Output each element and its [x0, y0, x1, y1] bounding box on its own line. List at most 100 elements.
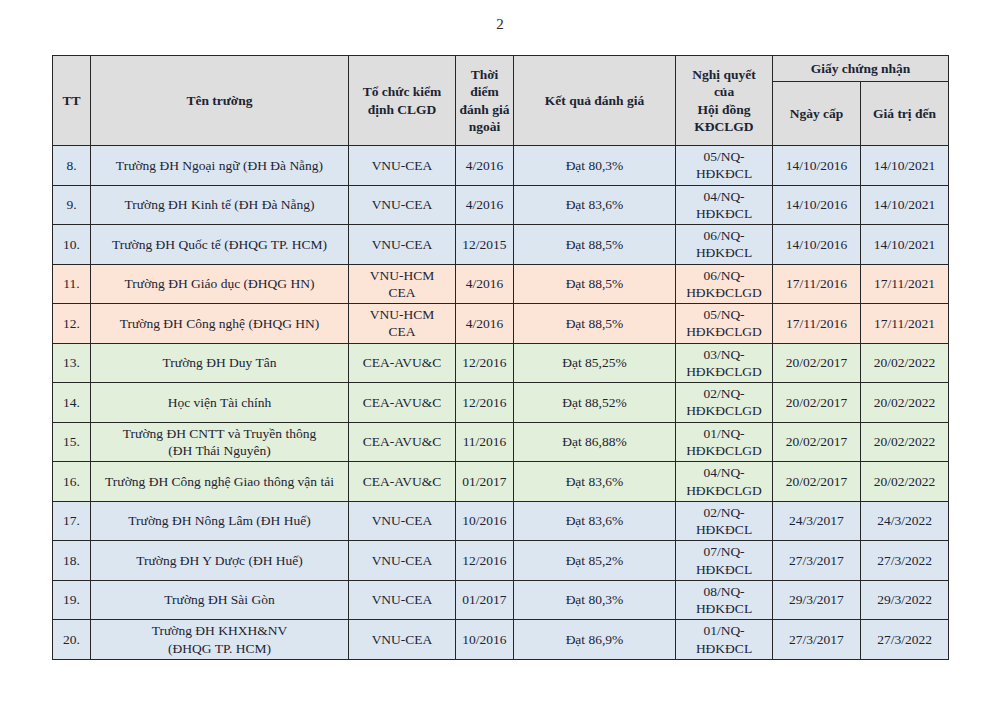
cell-org: CEA-AVU&C — [349, 422, 456, 462]
cell-name: Học viện Tài chính — [91, 383, 349, 423]
cell-tt: 9. — [53, 185, 91, 225]
cell-issue-date: 17/11/2016 — [773, 264, 861, 304]
cell-org: VNU-CEA — [349, 541, 456, 581]
cell-org: VNU-HCM CEA — [349, 264, 456, 304]
cell-name: Trường ĐH CNTT và Truyền thông (ĐH Thái … — [91, 422, 349, 462]
cell-name: Trường ĐH Y Dược (ĐH Huế) — [91, 541, 349, 581]
cell-resolution: 04/NQ- HĐKĐCL — [676, 185, 773, 225]
cell-tt: 10. — [53, 225, 91, 265]
cell-result: Đạt 83,6% — [514, 462, 676, 502]
cell-valid-until: 27/3/2022 — [861, 541, 949, 581]
cell-valid-until: 24/3/2022 — [861, 501, 949, 541]
cell-result: Đạt 88,52% — [514, 383, 676, 423]
table-row: 8.Trường ĐH Ngoại ngữ (ĐH Đà Nẵng)VNU-CE… — [53, 146, 949, 186]
cell-resolution: 05/NQ- HĐKĐCL — [676, 146, 773, 186]
table-body: 8.Trường ĐH Ngoại ngữ (ĐH Đà Nẵng)VNU-CE… — [53, 146, 949, 660]
cell-issue-date: 20/02/2017 — [773, 422, 861, 462]
cell-result: Đạt 86,9% — [514, 620, 676, 660]
table-row: 16.Trường ĐH Công nghệ Giao thông vận tả… — [53, 462, 949, 502]
table-row: 19.Trường ĐH Sài GònVNU-CEA01/2017Đạt 80… — [53, 580, 949, 620]
cell-org: CEA-AVU&C — [349, 383, 456, 423]
cell-org: CEA-AVU&C — [349, 462, 456, 502]
cell-issue-date: 14/10/2016 — [773, 185, 861, 225]
cell-tt: 15. — [53, 422, 91, 462]
cell-resolution: 04/NQ- HĐKĐCLGD — [676, 462, 773, 502]
cell-resolution: 03/NQ- HĐKĐCLGD — [676, 343, 773, 383]
cell-name: Trường ĐH Quốc tế (ĐHQG TP. HCM) — [91, 225, 349, 265]
cell-valid-until: 14/10/2021 — [861, 185, 949, 225]
cell-valid-until: 14/10/2021 — [861, 146, 949, 186]
cell-tt: 13. — [53, 343, 91, 383]
cell-result: Đạt 85,2% — [514, 541, 676, 581]
cell-time: 4/2016 — [456, 264, 514, 304]
cell-time: 12/2015 — [456, 225, 514, 265]
cell-issue-date: 20/02/2017 — [773, 462, 861, 502]
cell-name: Trường ĐH Giáo dục (ĐHQG HN) — [91, 264, 349, 304]
cell-tt: 11. — [53, 264, 91, 304]
cell-org: VNU-CEA — [349, 580, 456, 620]
cell-valid-until: 20/02/2022 — [861, 343, 949, 383]
cell-time: 10/2016 — [456, 620, 514, 660]
page-number: 2 — [0, 16, 1000, 33]
header-ten-truong: Tên trường — [91, 56, 349, 146]
cell-issue-date: 27/3/2017 — [773, 620, 861, 660]
header-gia-tri-den: Giá trị đến — [861, 82, 949, 146]
cell-name: Trường ĐH Công nghệ Giao thông vận tải — [91, 462, 349, 502]
cell-name: Trường ĐH Sài Gòn — [91, 580, 349, 620]
cell-result: Đạt 88,5% — [514, 264, 676, 304]
cell-org: VNU-CEA — [349, 225, 456, 265]
cell-issue-date: 14/10/2016 — [773, 225, 861, 265]
cell-result: Đạt 88,5% — [514, 225, 676, 265]
table-row: 20.Trường ĐH KHXH&NV (ĐHQG TP. HCM)VNU-C… — [53, 620, 949, 660]
header-ngay-cap: Ngày cấp — [773, 82, 861, 146]
cell-result: Đạt 80,3% — [514, 146, 676, 186]
table-row: 12.Trường ĐH Công nghệ (ĐHQG HN)VNU-HCM … — [53, 304, 949, 344]
cell-time: 01/2017 — [456, 580, 514, 620]
header-to-chuc-kiem-dinh: Tổ chức kiểm định CLGD — [349, 56, 456, 146]
header-ket-qua-danh-gia: Kết quả đánh giá — [514, 56, 676, 146]
cell-result: Đạt 80,3% — [514, 580, 676, 620]
cell-name: Trường ĐH Công nghệ (ĐHQG HN) — [91, 304, 349, 344]
cell-tt: 20. — [53, 620, 91, 660]
cell-tt: 16. — [53, 462, 91, 502]
cell-issue-date: 14/10/2016 — [773, 146, 861, 186]
header-thoi-diem-danh-gia: Thời điểm đánh giá ngoài — [456, 56, 514, 146]
cell-issue-date: 20/02/2017 — [773, 383, 861, 423]
cell-valid-until: 20/02/2022 — [861, 383, 949, 423]
cell-org: VNU-CEA — [349, 185, 456, 225]
cell-resolution: 06/NQ- HĐKĐCL — [676, 225, 773, 265]
cell-valid-until: 27/3/2022 — [861, 620, 949, 660]
cell-name: Trường ĐH Ngoại ngữ (ĐH Đà Nẵng) — [91, 146, 349, 186]
cell-name: Trường ĐH Nông Lâm (ĐH Huế) — [91, 501, 349, 541]
cell-time: 11/2016 — [456, 422, 514, 462]
cell-issue-date: 17/11/2016 — [773, 304, 861, 344]
table-row: 11.Trường ĐH Giáo dục (ĐHQG HN)VNU-HCM C… — [53, 264, 949, 304]
cell-issue-date: 27/3/2017 — [773, 541, 861, 581]
table-header: TT Tên trường Tổ chức kiểm định CLGD Thờ… — [53, 56, 949, 146]
cell-resolution: 06/NQ- HĐKĐCLGD — [676, 264, 773, 304]
cell-result: Đạt 83,6% — [514, 501, 676, 541]
cell-result: Đạt 88,5% — [514, 304, 676, 344]
cell-valid-until: 17/11/2021 — [861, 304, 949, 344]
cell-time: 01/2017 — [456, 462, 514, 502]
table-row: 9.Trường ĐH Kinh tế (ĐH Đà Nẵng)VNU-CEA4… — [53, 185, 949, 225]
cell-org: CEA-AVU&C — [349, 343, 456, 383]
cell-time: 12/2016 — [456, 541, 514, 581]
cell-name: Trường ĐH KHXH&NV (ĐHQG TP. HCM) — [91, 620, 349, 660]
cell-valid-until: 20/02/2022 — [861, 422, 949, 462]
table-row: 13.Trường ĐH Duy TânCEA-AVU&C12/2016Đạt … — [53, 343, 949, 383]
cell-issue-date: 20/02/2017 — [773, 343, 861, 383]
cell-valid-until: 29/3/2022 — [861, 580, 949, 620]
cell-org: VNU-CEA — [349, 501, 456, 541]
cell-issue-date: 29/3/2017 — [773, 580, 861, 620]
cell-time: 4/2016 — [456, 304, 514, 344]
cell-time: 4/2016 — [456, 146, 514, 186]
table-row: 14.Học viện Tài chínhCEA-AVU&C12/2016Đạt… — [53, 383, 949, 423]
cell-result: Đạt 83,6% — [514, 185, 676, 225]
cell-resolution: 08/NQ- HĐKĐCL — [676, 580, 773, 620]
cell-resolution: 01/NQ- HĐKĐCL — [676, 620, 773, 660]
table-row: 15.Trường ĐH CNTT và Truyền thông (ĐH Th… — [53, 422, 949, 462]
cell-result: Đạt 86,88% — [514, 422, 676, 462]
cell-name: Trường ĐH Duy Tân — [91, 343, 349, 383]
cell-org: VNU-CEA — [349, 620, 456, 660]
